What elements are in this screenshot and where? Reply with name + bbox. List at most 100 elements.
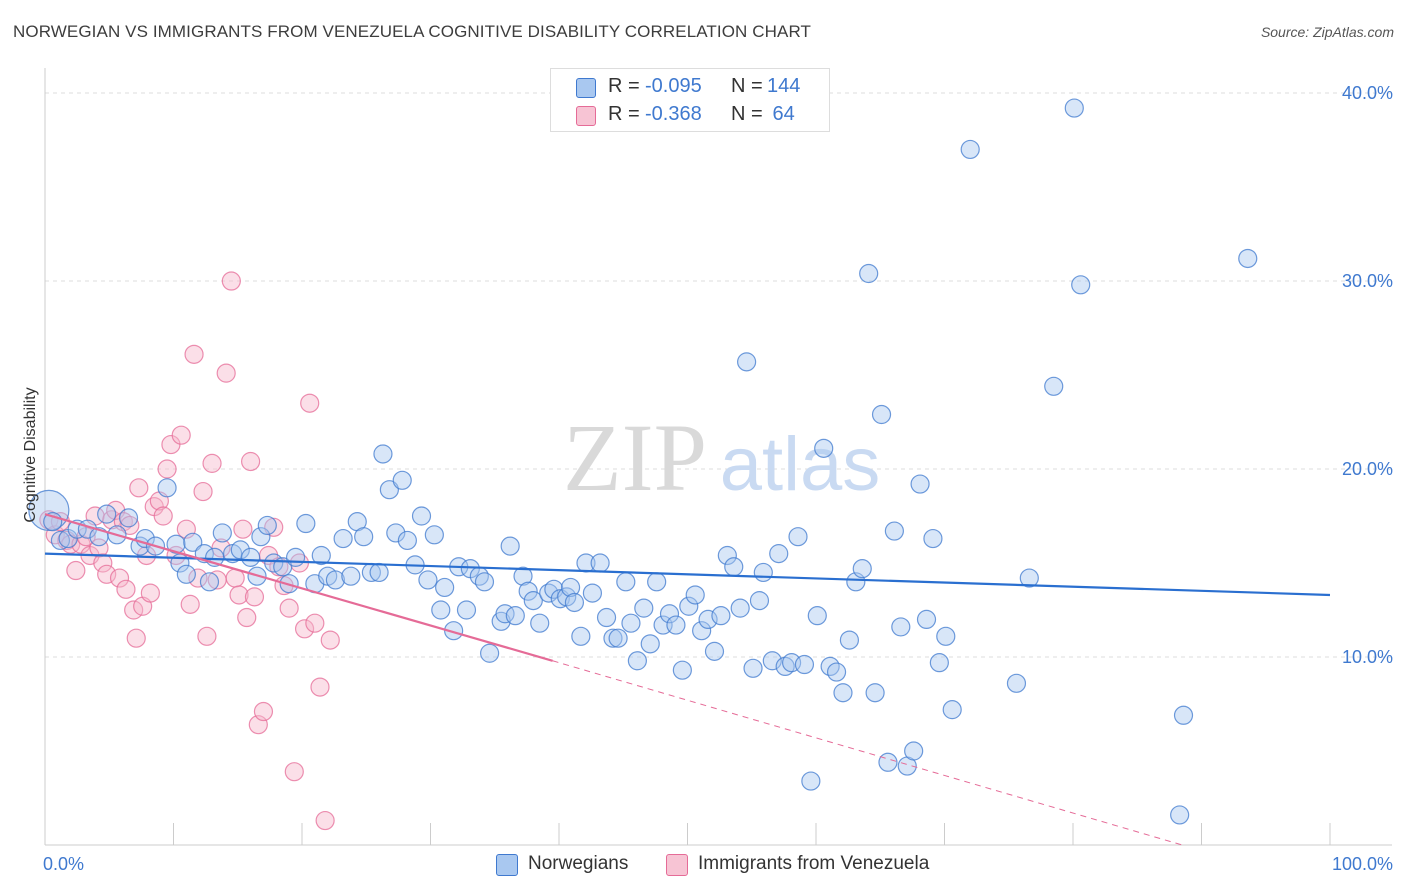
norwegian-point [379,480,399,500]
norwegian-point [369,562,389,583]
venezuela-point [310,677,330,697]
venezuela-point [284,762,304,782]
norwegian-point [1238,248,1258,269]
norwegian-point [212,523,232,543]
norwegian-point [296,513,316,534]
norwegian-point [1170,805,1190,825]
venezuela-point [233,519,253,539]
legend-n-value: 64 [767,103,795,125]
norwegian-point [564,592,585,613]
norwegian-point [801,771,821,791]
series-norwegians-points [28,98,1258,825]
legend-n-label: N = [731,103,763,125]
norwegian-point [704,641,725,661]
norwegian-point [807,606,827,626]
norwegian-point [392,470,412,490]
norwegian-point [183,532,203,552]
norwegian-point [424,525,444,545]
norwegian-point [942,700,962,720]
y-axis-label: Cognitive Disability [22,387,39,522]
norwegian-point [474,572,495,592]
bottom-legend-label: Norwegians [528,853,629,874]
x-tick-label-max: 100.0% [1332,854,1393,874]
norwegian-point [692,621,712,641]
norwegian-point [386,523,406,543]
norwegian-point [373,444,393,464]
bottom-legend-label: Immigrants from Venezuela [698,853,930,874]
venezuela-point [153,506,173,526]
norwegian-point [560,577,581,598]
norwegian-point [616,572,636,592]
norwegian-point [285,547,306,567]
norwegian-point [878,752,898,772]
watermark: ZIP atlas [563,404,880,511]
venezuela-point [89,538,109,558]
norwegian-point [480,643,500,663]
norwegian-point [582,583,603,603]
grid-lines [45,92,1392,658]
norwegian-point [826,662,847,682]
norwegian-point [523,591,543,611]
norwegian-point [97,504,117,524]
norwegian-point [923,528,943,549]
venezuela-point [300,393,320,413]
norwegian-point [737,352,757,372]
norwegian-point [166,534,186,554]
venezuela-point [320,630,340,650]
venezuela-point [241,451,261,472]
legend-r-label: R = [608,103,640,125]
norwegian-point [571,626,591,646]
y-tick-label: 40.0% [1342,83,1393,103]
norwegian-point [814,438,834,458]
watermark-zip: ZIP [563,404,707,511]
norwegian-point [500,536,520,556]
norwegian-point [176,564,196,584]
venezuela-point [140,583,160,603]
norwegian-point [749,591,770,611]
venezuela-point [97,564,117,584]
venezuela-point [237,607,257,628]
venezuela-point [193,481,213,502]
norwegian-point [865,683,885,703]
norwegian-point [608,628,628,648]
norwegian-point [634,598,654,618]
legend-r-label: R = [608,75,640,97]
norwegian-point [711,606,731,626]
venezuela-point [157,459,177,479]
y-tick-label: 10.0% [1342,647,1393,667]
venezuela-point [315,810,335,831]
venezuela-point [294,619,315,639]
norwegian-point [929,653,949,673]
venezuela-point [66,560,86,581]
venezuela-point [184,344,204,364]
y-tick-label: 20.0% [1342,459,1393,479]
norwegian-point [603,628,623,648]
norwegian-point [859,263,879,284]
norwegian-point [50,530,71,551]
norwegian-point [135,528,155,549]
norwegian-point [891,617,911,637]
x-tick-label-min: 0.0% [43,854,84,874]
norwegian-point [518,581,538,601]
venezuela-point [180,594,200,614]
venezuela-point [279,598,299,618]
norwegian-point [904,741,924,761]
venezuela-point [229,585,249,605]
venezuela-point [197,626,217,646]
norwegian-point [1044,376,1064,396]
norwegian-point [354,527,374,547]
norwegian-point [730,598,750,618]
bottom-legend-swatch-pink [666,854,688,876]
norwegian-point [251,527,271,547]
norwegian-point [679,596,699,616]
venezuela-point [253,701,274,722]
norwegian-point [839,630,860,650]
norwegian-point [505,606,525,626]
legend-row-venezuela: R = -0.368 N = 64 [551,100,829,128]
norwegian-point [333,528,353,549]
source-credit: Source: ZipAtlas.com [1260,24,1394,40]
norwegian-point [411,506,432,526]
norwegian-point [341,566,361,586]
norwegian-point [743,658,763,678]
